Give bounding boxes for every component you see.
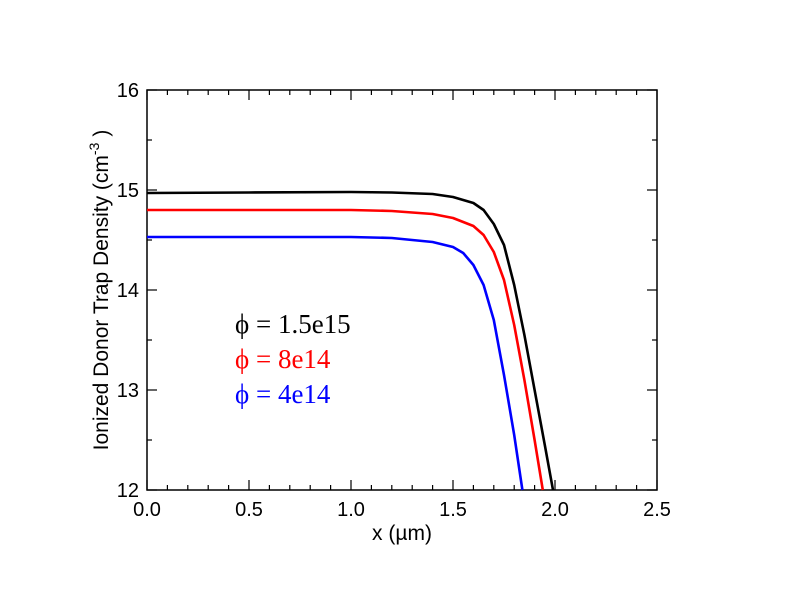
x-tick-labels: 0.0 0.5 1.0 1.5 2.0 2.5 — [133, 499, 671, 521]
x-tick-label: 0.0 — [133, 499, 161, 521]
y-tick-label: 13 — [117, 380, 139, 402]
y-tick-label: 15 — [117, 180, 139, 202]
y-axis-label: Ionized Donor Trap Density (cm-3) — [86, 130, 113, 451]
series-lines — [146, 190, 555, 491]
x-tick-label: 2.5 — [643, 499, 671, 521]
y-tick-label: 14 — [117, 280, 139, 302]
y-axis-label-sup: -3 — [86, 142, 102, 155]
legend: ϕ = 1.5e15 ϕ = 8e14 ϕ = 4e14 — [235, 309, 351, 409]
y-tick-labels: 12 13 14 15 16 — [117, 80, 139, 502]
axis-ticks — [146, 89, 658, 491]
y-tick-label: 12 — [117, 480, 139, 502]
x-axis-label: x (µm) — [372, 522, 432, 545]
legend-entry-2: ϕ = 8e14 — [235, 344, 331, 374]
series-line-2 — [147, 208, 545, 491]
x-tick-label: 0.5 — [235, 499, 263, 521]
legend-entry-3: ϕ = 4e14 — [235, 379, 331, 409]
y-axis-label-group: Ionized Donor Trap Density (cm-3) — [86, 130, 113, 451]
y-tick-label: 16 — [117, 80, 139, 102]
y-axis-label-close: ) — [90, 130, 113, 137]
x-tick-label: 1.5 — [439, 499, 467, 521]
legend-entry-1: ϕ = 1.5e15 — [235, 309, 351, 339]
y-axis-label-main: Ionized Donor Trap Density (cm — [90, 155, 113, 450]
series-line-3 — [147, 235, 524, 491]
x-tick-label: 1.0 — [337, 499, 365, 521]
x-tick-label: 2.0 — [541, 499, 569, 521]
series-line-1 — [146, 190, 555, 491]
plot-area-frame — [146, 89, 658, 491]
